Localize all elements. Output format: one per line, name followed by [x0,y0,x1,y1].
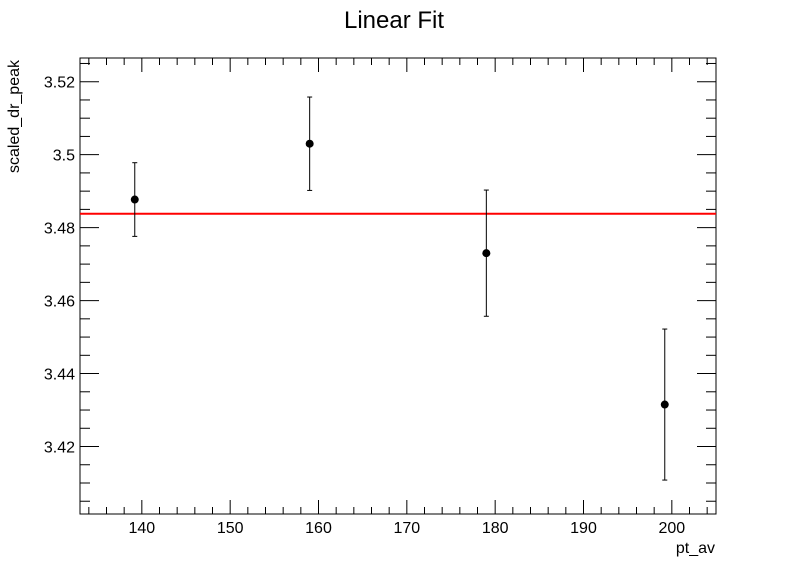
plot-frame [79,57,717,515]
x-tick-label: 150 [217,520,244,537]
y-tick-label: 3.52 [44,75,75,92]
x-tick-label: 140 [128,520,155,537]
x-axis-ticks [88,58,708,514]
x-axis-label: pt_av [676,540,715,557]
x-tick-label: 160 [305,520,332,537]
data-point [482,249,491,258]
x-tick-label: 180 [482,520,509,537]
x-axis-tick-labels: 140 150 160 170 180 190 200 [128,520,685,537]
x-tick-label: 170 [393,520,420,537]
y-tick-label: 3.44 [44,367,75,384]
y-tick-label: 3.48 [44,221,75,238]
x-tick-label: 190 [570,520,597,537]
y-axis-ticks [80,62,716,502]
data-points-layer [130,96,669,481]
data-point [660,400,669,409]
y-tick-label: 3.46 [44,294,75,311]
chart-title: Linear Fit [344,7,444,34]
x-tick-label: 200 [658,520,685,537]
data-point [130,195,139,204]
y-axis-tick-labels: 3.42 3.44 3.46 3.48 3.5 3.52 [44,75,75,457]
data-point [305,139,314,148]
y-tick-label: 3.42 [44,440,75,457]
y-tick-label: 3.5 [53,148,75,165]
y-axis-label: scaled_dr_peak [6,59,23,173]
